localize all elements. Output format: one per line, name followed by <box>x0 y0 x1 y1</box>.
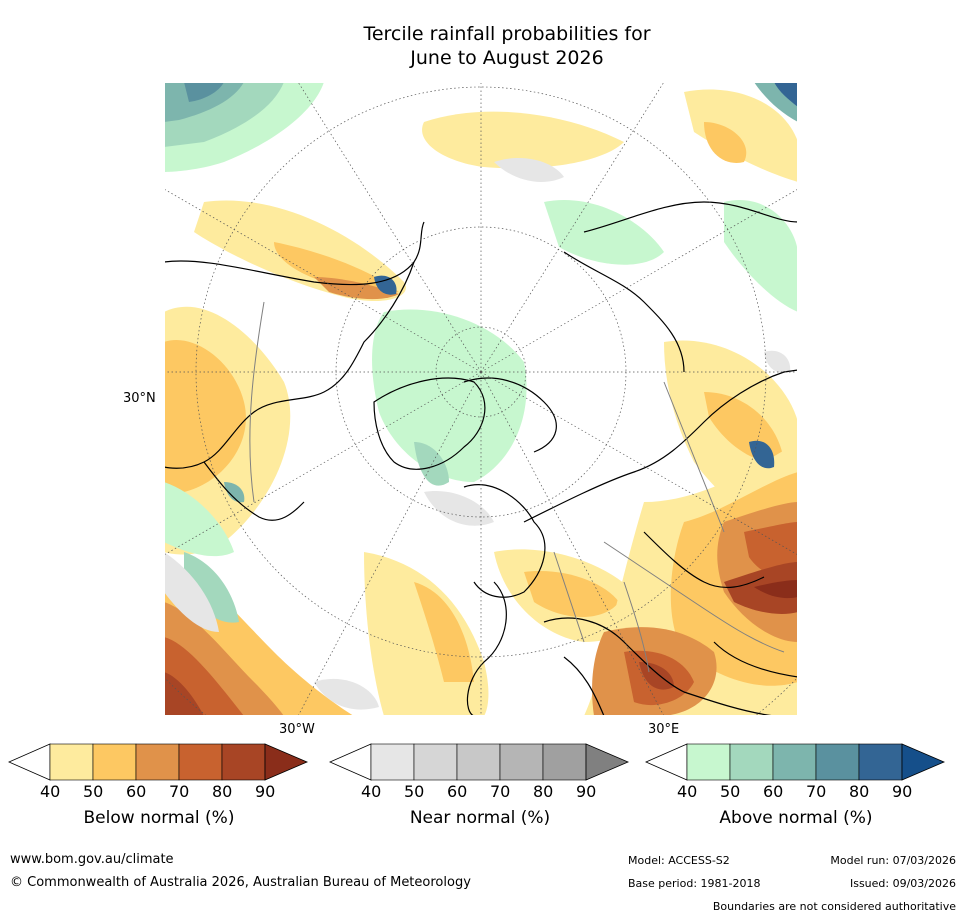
colorbar-below-tick-50: 50 <box>83 782 104 801</box>
near-normal-regions <box>164 157 791 710</box>
footer-issued: Issued: 09/03/2026 <box>849 877 956 890</box>
colorbar-above-title: Above normal (%) <box>719 808 873 828</box>
colorbar-near-title: Near normal (%) <box>409 808 551 828</box>
colorbar-near-bin-40 <box>370 743 415 781</box>
map-title: Tercile rainfall probabilities for June … <box>164 22 850 70</box>
colorbar-near-tick-60: 60 <box>447 782 468 801</box>
colorbar-below-bin-80 <box>221 743 266 781</box>
colorbar-above-bin-80 <box>858 743 903 781</box>
colorbar-near-tick-80: 80 <box>533 782 554 801</box>
colorbar-below-bin-50 <box>92 743 137 781</box>
colorbar-above-tick-90: 90 <box>892 782 913 801</box>
colorbar-near-tick-40: 40 <box>361 782 382 801</box>
colorbar-above-tick-60: 60 <box>763 782 784 801</box>
colorbar-near-extend-high <box>585 743 630 781</box>
footer-copyright: © Commonwealth of Australia 2026, Austra… <box>10 875 471 890</box>
colorbar-below-title: Below normal (%) <box>83 808 235 828</box>
probability-map <box>164 82 798 716</box>
footer-model: Model: ACCESS-S2 <box>628 854 730 867</box>
colorbar-above-tick-80: 80 <box>849 782 870 801</box>
colorbar-above-bin-70 <box>815 743 860 781</box>
colorbar-above-bin-60 <box>772 743 817 781</box>
colorbar-above-tick-70: 70 <box>806 782 827 801</box>
colorbar-near-bin-50 <box>413 743 458 781</box>
colorbar-near-bin-70 <box>499 743 544 781</box>
colorbar-below-bin-40 <box>49 743 94 781</box>
colorbar-above-extend-low <box>645 743 688 781</box>
colorbar-near-bin-80 <box>542 743 587 781</box>
colorbar-below-normal <box>8 743 309 781</box>
coastlines <box>164 201 798 716</box>
country-borders <box>249 301 785 673</box>
footer-model-run: Model run: 07/03/2026 <box>830 854 956 867</box>
colorbar-near-extend-low <box>329 743 372 781</box>
graticule <box>164 82 798 716</box>
colorbar-near-normal <box>329 743 630 781</box>
colorbar-below-extend-low <box>8 743 51 781</box>
colorbar-below-tick-40: 40 <box>40 782 61 801</box>
title-line-1: Tercile rainfall probabilities for <box>363 23 651 45</box>
colorbar-below-tick-90: 90 <box>255 782 276 801</box>
lat-label-30n: 30°N <box>123 391 156 406</box>
below-normal-regions <box>164 89 798 716</box>
colorbar-above-normal <box>645 743 946 781</box>
colorbar-above-bin-50 <box>729 743 774 781</box>
colorbar-above-tick-50: 50 <box>720 782 741 801</box>
footer-base-period: Base period: 1981-2018 <box>628 877 761 890</box>
colorbar-below-bin-60 <box>135 743 180 781</box>
colorbar-below-extend-high <box>264 743 309 781</box>
footer-disclaimer: Boundaries are not considered authoritat… <box>712 900 956 913</box>
colorbar-above-extend-high <box>901 743 946 781</box>
lon-label-30e: 30°E <box>648 722 680 737</box>
colorbar-below-tick-80: 80 <box>212 782 233 801</box>
colorbar-above-tick-40: 40 <box>677 782 698 801</box>
colorbar-near-tick-50: 50 <box>404 782 425 801</box>
colorbar-below-tick-70: 70 <box>169 782 190 801</box>
colorbar-near-tick-70: 70 <box>490 782 511 801</box>
above-normal-regions <box>164 82 798 623</box>
colorbar-below-bin-70 <box>178 743 223 781</box>
title-line-2: June to August 2026 <box>410 47 604 69</box>
lon-label-30w: 30°W <box>279 722 315 737</box>
footer-website: www.bom.gov.au/climate <box>10 852 174 867</box>
colorbar-near-tick-90: 90 <box>576 782 597 801</box>
colorbar-near-bin-60 <box>456 743 501 781</box>
colorbar-above-bin-40 <box>686 743 731 781</box>
colorbar-below-tick-60: 60 <box>126 782 147 801</box>
